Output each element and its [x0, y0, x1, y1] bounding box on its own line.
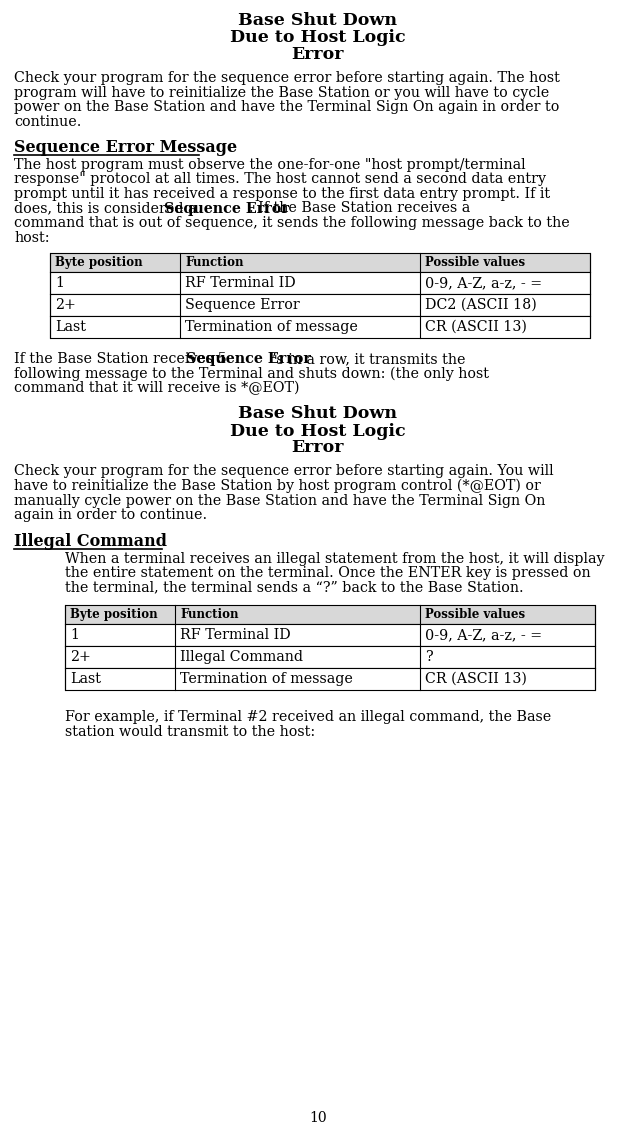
Text: again in order to continue.: again in order to continue.: [14, 508, 207, 522]
Text: the terminal, the terminal sends a “?” back to the Base Station.: the terminal, the terminal sends a “?” b…: [65, 580, 524, 594]
Text: 1: 1: [55, 276, 64, 290]
Text: For example, if Terminal #2 received an illegal command, the Base: For example, if Terminal #2 received an …: [65, 710, 551, 724]
Text: prompt until it has received a response to the first data entry prompt. If it: prompt until it has received a response …: [14, 187, 550, 201]
Text: Sequence Error: Sequence Error: [186, 352, 311, 366]
Bar: [65, 624, 595, 646]
Text: Possible values: Possible values: [425, 256, 525, 269]
Text: Possible values: Possible values: [425, 608, 525, 621]
Text: 10: 10: [309, 1112, 327, 1125]
Text: Sequence Error: Sequence Error: [185, 298, 300, 312]
Text: . If the Base Station receives a: . If the Base Station receives a: [250, 202, 471, 215]
Text: power on the Base Station and have the Terminal Sign On again in order to: power on the Base Station and have the T…: [14, 100, 559, 114]
Text: Illegal Command: Illegal Command: [14, 532, 167, 549]
Text: ?: ?: [425, 650, 433, 663]
Text: Last: Last: [55, 320, 86, 334]
Text: does, this is considered a: does, this is considered a: [14, 202, 201, 215]
Bar: [50, 253, 590, 272]
Text: RF Terminal ID: RF Terminal ID: [180, 628, 290, 642]
Text: program will have to reinitialize the Base Station or you will have to cycle: program will have to reinitialize the Ba…: [14, 86, 549, 99]
Text: response" protocol at all times. The host cannot send a second data entry: response" protocol at all times. The hos…: [14, 172, 546, 187]
Text: Sequence Error: Sequence Error: [164, 202, 289, 215]
Text: If the Base Station receives 5: If the Base Station receives 5: [14, 352, 231, 366]
Bar: [50, 294, 590, 316]
Text: manually cycle power on the Base Station and have the Terminal Sign On: manually cycle power on the Base Station…: [14, 494, 545, 507]
Text: Check your program for the sequence error before starting again. You will: Check your program for the sequence erro…: [14, 464, 554, 479]
Bar: [50, 316, 590, 337]
Text: Function: Function: [185, 256, 243, 269]
Text: command that it will receive is *@EOT): command that it will receive is *@EOT): [14, 381, 299, 396]
Text: 1: 1: [70, 628, 79, 642]
Text: Check your program for the sequence error before starting again. The host: Check your program for the sequence erro…: [14, 71, 560, 85]
Text: CR (ASCII 13): CR (ASCII 13): [425, 671, 527, 686]
Text: CR (ASCII 13): CR (ASCII 13): [425, 320, 527, 334]
Text: 0-9, A-Z, a-z, - =: 0-9, A-Z, a-z, - =: [425, 628, 542, 642]
Text: 2+: 2+: [55, 298, 76, 312]
Bar: [65, 646, 595, 668]
Text: Sequence Error Message: Sequence Error Message: [14, 139, 237, 156]
Text: Termination of message: Termination of message: [185, 320, 358, 334]
Text: ’s in a row, it transmits the: ’s in a row, it transmits the: [271, 352, 465, 366]
Text: the entire statement on the terminal. Once the ENTER key is pressed on: the entire statement on the terminal. On…: [65, 565, 590, 580]
Text: Due to Host Logic: Due to Host Logic: [230, 28, 406, 46]
Text: Byte position: Byte position: [55, 256, 143, 269]
Text: Due to Host Logic: Due to Host Logic: [230, 423, 406, 440]
Text: have to reinitialize the Base Station by host program control (*@EOT) or: have to reinitialize the Base Station by…: [14, 479, 541, 494]
Text: Error: Error: [292, 440, 344, 456]
Text: command that is out of sequence, it sends the following message back to the: command that is out of sequence, it send…: [14, 215, 569, 230]
Text: RF Terminal ID: RF Terminal ID: [185, 276, 296, 290]
Text: Termination of message: Termination of message: [180, 671, 353, 686]
Text: Last: Last: [70, 671, 101, 686]
Text: host:: host:: [14, 230, 50, 244]
Text: Base Shut Down: Base Shut Down: [238, 406, 397, 423]
Text: 2+: 2+: [70, 650, 91, 663]
Text: Illegal Command: Illegal Command: [180, 650, 303, 663]
Bar: [65, 668, 595, 690]
Bar: [50, 272, 590, 294]
Text: When a terminal receives an illegal statement from the host, it will display: When a terminal receives an illegal stat…: [65, 552, 605, 565]
Text: DC2 (ASCII 18): DC2 (ASCII 18): [425, 298, 537, 312]
Text: Error: Error: [292, 46, 344, 63]
Text: continue.: continue.: [14, 114, 82, 129]
Text: following message to the Terminal and shuts down: (the only host: following message to the Terminal and sh…: [14, 366, 489, 381]
Text: 0-9, A-Z, a-z, - =: 0-9, A-Z, a-z, - =: [425, 276, 542, 290]
Text: Function: Function: [180, 608, 238, 621]
Text: Base Shut Down: Base Shut Down: [238, 13, 397, 28]
Bar: [65, 605, 595, 624]
Text: Byte position: Byte position: [70, 608, 157, 621]
Text: The host program must observe the one-for-one "host prompt/terminal: The host program must observe the one-fo…: [14, 158, 526, 172]
Text: station would transmit to the host:: station would transmit to the host:: [65, 725, 315, 739]
